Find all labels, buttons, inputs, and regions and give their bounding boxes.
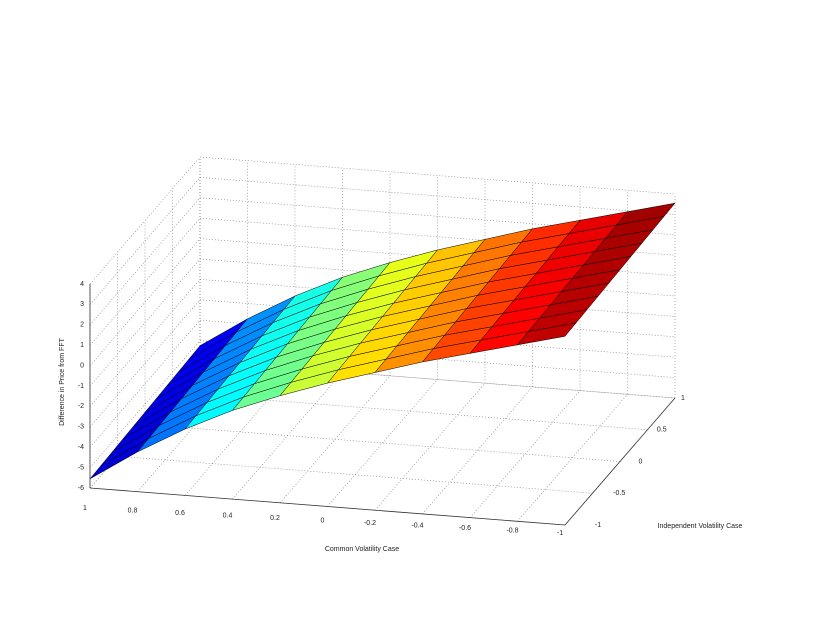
axis-line <box>89 487 566 526</box>
z-tick-label: -3 <box>78 424 84 431</box>
z-tick-label: 1 <box>80 342 84 349</box>
x-tick-label: 1 <box>83 505 87 512</box>
grid-line <box>327 379 438 507</box>
labels: 1 0.8 0.6 0.4 0.2 0 -0.2 -0.4 -0.6 -0.8 -1 -1 -0.5 0 0… <box>78 281 685 537</box>
grid-line <box>89 197 201 325</box>
y-axis-label: Independent Volatility Case <box>658 523 743 530</box>
x-tick-label: 0.6 <box>175 510 185 517</box>
z-tick-label: -4 <box>78 444 84 451</box>
grid-line <box>89 320 201 448</box>
y-tick-label: 1 <box>681 395 685 402</box>
grid-line <box>89 177 201 305</box>
grid-line <box>422 386 533 515</box>
grid-line <box>89 238 201 366</box>
y-tick-label: -1 <box>595 522 601 529</box>
x-tick-label: 0 <box>321 517 325 524</box>
grid-line <box>89 299 201 427</box>
x-tick-label: -0.4 <box>411 522 423 529</box>
x-tick-label: -0.6 <box>459 525 471 532</box>
grid-line <box>374 383 486 511</box>
surface <box>89 202 676 480</box>
grid-line <box>137 364 248 492</box>
z-tick-label: -2 <box>78 403 84 410</box>
grid-line <box>469 390 581 518</box>
z-tick-label: 4 <box>80 281 84 288</box>
x-tick-label: -0.8 <box>506 527 518 534</box>
z-axis-label: Difference in Price from FFT <box>59 337 66 426</box>
axis-line <box>564 397 676 526</box>
grid-line <box>89 279 201 407</box>
surface-face <box>516 322 577 346</box>
x-axis-label: Common Volatility Case <box>325 546 399 553</box>
z-tick-label: -1 <box>78 383 84 390</box>
grid-line <box>89 340 201 468</box>
z-tick-label: -5 <box>78 464 84 471</box>
y-tick-label: 0.5 <box>657 427 667 434</box>
grid-line <box>89 258 201 387</box>
x-tick-label: -0.2 <box>364 520 376 527</box>
z-tick-label: 3 <box>80 301 84 308</box>
x-tick-label: -1 <box>557 530 563 537</box>
z-tick-label: 2 <box>80 322 84 329</box>
grid-line <box>517 394 628 522</box>
z-tick-label: -6 <box>78 485 84 492</box>
x-tick-label: 0.8 <box>128 507 138 514</box>
x-tick-label: 0.4 <box>223 512 233 519</box>
y-tick-label: 0 <box>639 458 643 465</box>
grid-line <box>89 218 201 346</box>
y-tick-label: -0.5 <box>613 490 625 497</box>
grid-line <box>89 156 201 285</box>
grid <box>89 156 676 526</box>
x-tick-label: 0.2 <box>270 515 280 522</box>
z-tick-label: 0 <box>80 362 84 369</box>
